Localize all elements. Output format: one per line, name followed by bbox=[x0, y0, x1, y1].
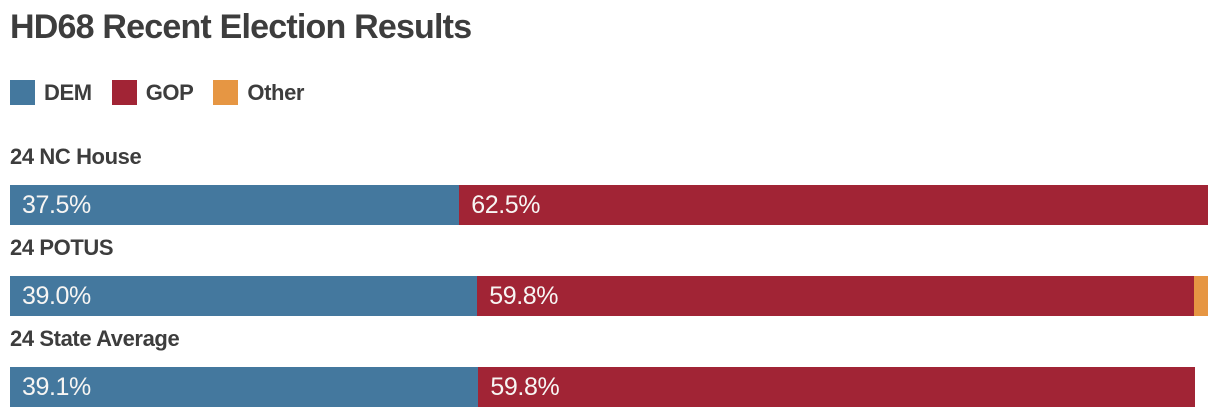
segment-value-label: 39.1% bbox=[22, 372, 91, 401]
stacked-bar: 39.0% 59.8% bbox=[10, 276, 1208, 316]
segment-value-label: 62.5% bbox=[471, 190, 541, 219]
bar-segment-gop: 59.8% bbox=[478, 367, 1195, 407]
bar-segment-dem: 39.1% bbox=[10, 367, 479, 407]
legend-item-other: Other bbox=[213, 80, 304, 105]
chart-row: 24 State Average 39.1% 59.8% bbox=[10, 327, 1208, 407]
legend-label: DEM bbox=[44, 80, 92, 105]
legend-label: Other bbox=[247, 80, 305, 105]
row-label: 24 NC House bbox=[10, 144, 142, 169]
chart-title: HD68 Recent Election Results bbox=[10, 8, 472, 46]
chart-row: 24 NC House 37.5% 62.5% bbox=[10, 145, 1208, 225]
bar-segment-dem: 37.5% bbox=[10, 185, 460, 225]
segment-value-label: 59.8% bbox=[489, 281, 559, 310]
chart-row: 24 POTUS 39.0% 59.8% bbox=[10, 236, 1208, 316]
legend-item-gop: GOP bbox=[111, 80, 194, 105]
legend-item-dem: DEM bbox=[10, 80, 92, 105]
other-legend-swatch bbox=[213, 80, 239, 105]
bar-segment-dem: 39.0% bbox=[10, 276, 478, 316]
legend: DEM GOP Other bbox=[10, 80, 1208, 105]
segment-value-label: 37.5% bbox=[22, 190, 91, 219]
bar-segment-gop: 62.5% bbox=[459, 185, 1208, 225]
segment-value-label: 59.8% bbox=[490, 372, 560, 401]
stacked-bar: 37.5% 62.5% bbox=[10, 185, 1208, 225]
row-label: 24 State Average bbox=[10, 326, 180, 351]
bar-segment-gop: 59.8% bbox=[477, 276, 1194, 316]
legend-label: GOP bbox=[145, 80, 194, 105]
stacked-bar: 39.1% 59.8% bbox=[10, 367, 1208, 407]
row-label: 24 POTUS bbox=[10, 235, 114, 260]
bar-segment-other bbox=[1193, 276, 1208, 316]
bar-rows: 24 NC House 37.5% 62.5% 24 POTUS 39.0% 59.8% 2… bbox=[10, 145, 1208, 407]
gop-legend-swatch bbox=[111, 80, 137, 105]
dem-legend-swatch bbox=[10, 80, 35, 105]
segment-value-label: 39.0% bbox=[22, 281, 91, 310]
